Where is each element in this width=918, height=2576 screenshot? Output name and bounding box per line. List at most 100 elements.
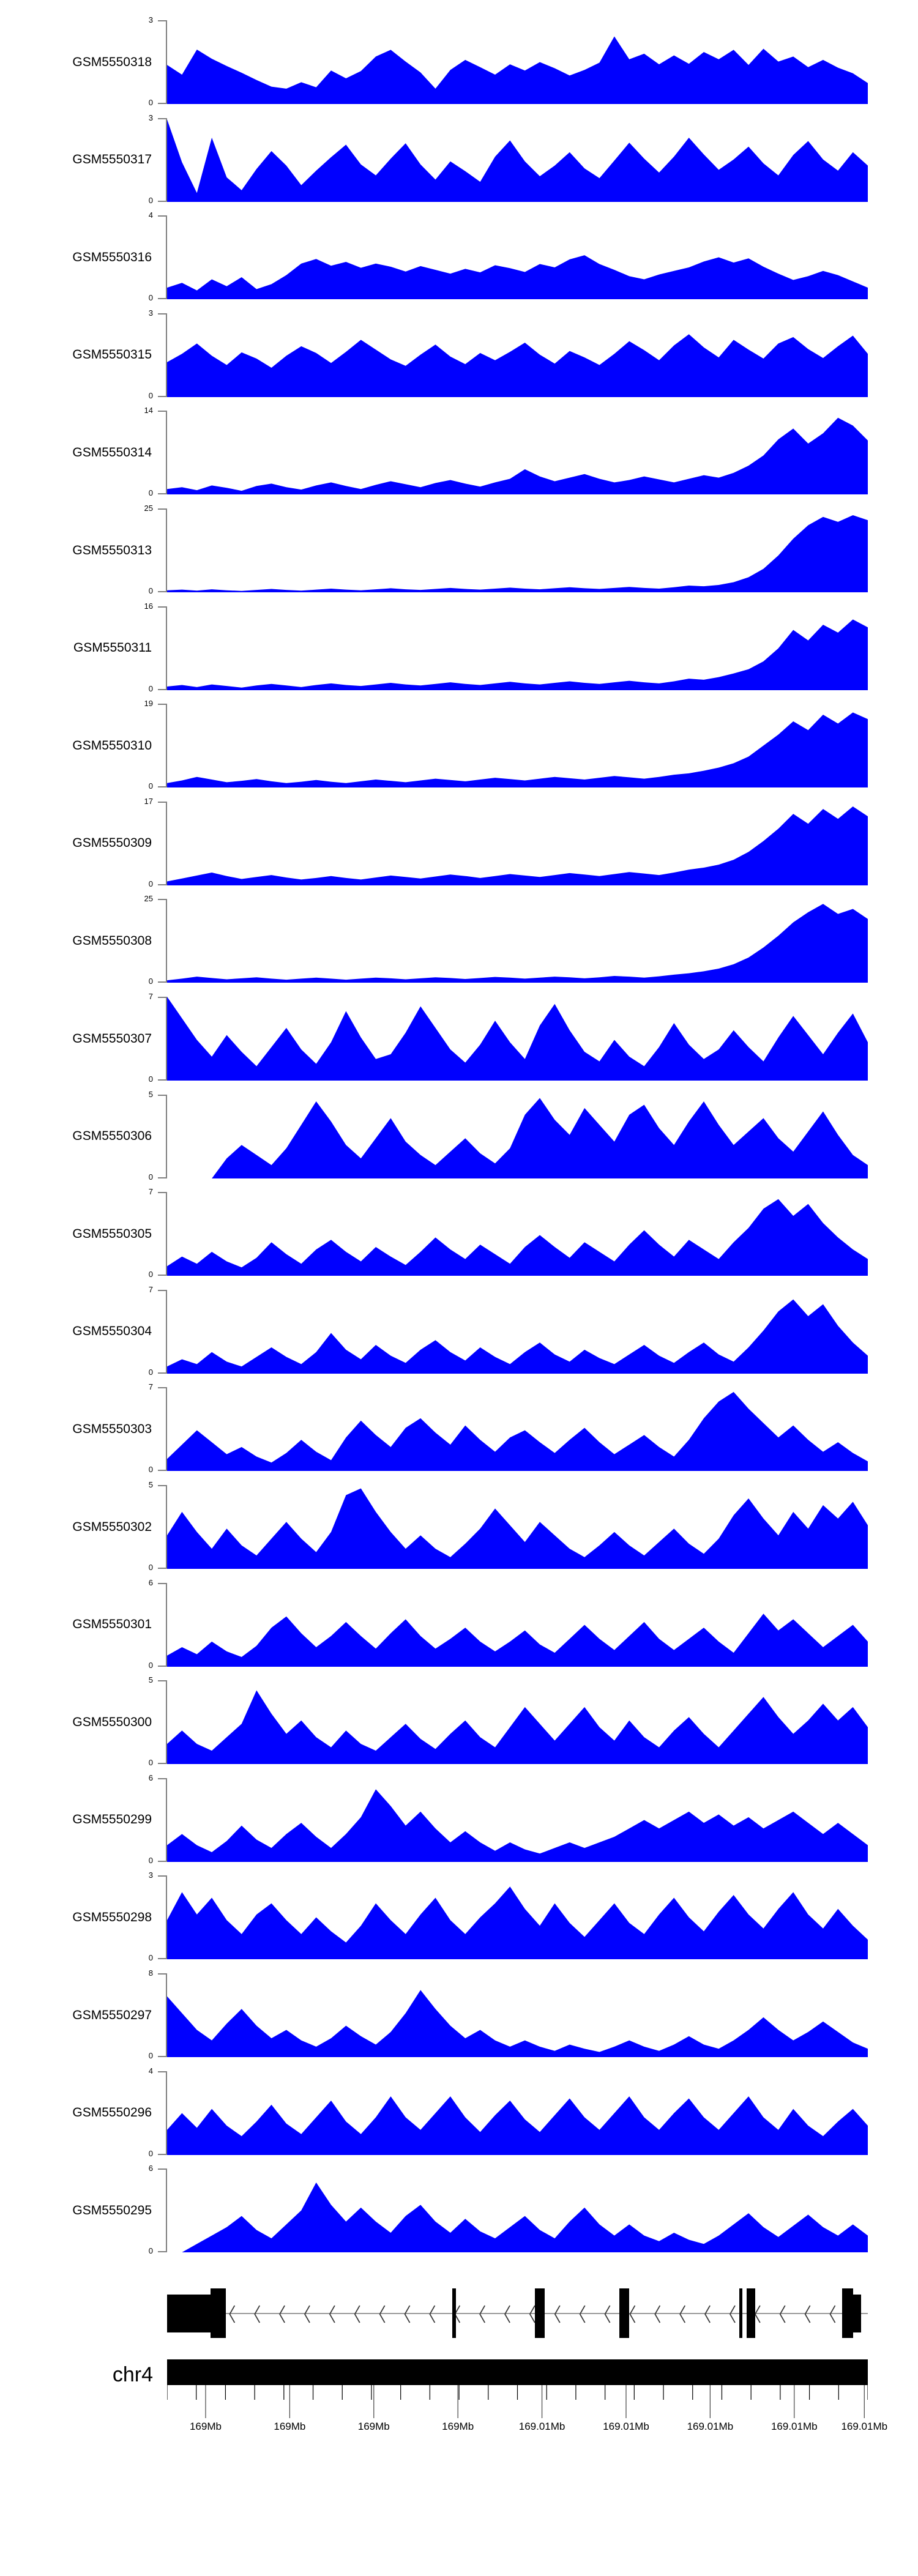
y-axis-tick-max [158,1485,166,1486]
coverage-track: GSM5550317 3 0 [0,114,918,216]
y-axis-max-label: 8 [148,1968,153,1978]
coverage-track: GSM5550299 6 0 [0,1774,918,1876]
y-axis-line [166,313,167,397]
track-sample-label: GSM5550304 [72,1324,152,1339]
y-axis-max-label: 5 [148,1675,153,1685]
y-axis-tick-max [158,1289,166,1291]
y-axis-tick-min [158,1763,166,1765]
track-y-axis: 16 0 [0,602,184,704]
chromosome-tick-label: 169.01Mb [771,2420,818,2432]
y-axis-tick-min [158,2251,166,2253]
y-axis-max-label: 7 [148,1284,153,1294]
y-axis-line [166,215,167,300]
y-axis-tick-min [158,103,166,104]
y-axis-line [166,1387,167,1472]
coverage-track: GSM5550308 25 0 [0,895,918,997]
chromosome-axis-track: chr4 169Mb 169Mb 169Mb 169Mb 169.01Mb 169.01Mb… [0,2353,918,2457]
y-axis-line [166,1778,167,1862]
y-axis-min-label: 0 [148,1953,153,1963]
track-y-axis: 25 0 [0,895,184,997]
coverage-track: GSM5550303 7 0 [0,1383,918,1485]
y-axis-tick-max [158,20,166,21]
y-axis-min-label: 0 [148,586,153,595]
y-axis-tick-min [158,298,166,300]
y-axis-tick-min [158,395,166,397]
coverage-track: GSM5550296 4 0 [0,2067,918,2169]
gene-model-track [0,2281,918,2348]
y-axis-min-label: 0 [148,98,153,107]
coverage-track: GSM5550307 7 0 [0,992,918,1095]
coverage-track: GSM5550313 25 0 [0,504,918,606]
track-sample-label: GSM5550303 [72,1421,152,1436]
coverage-track: GSM5550315 3 0 [0,309,918,411]
track-sample-label: GSM5550315 [72,348,152,362]
y-axis-max-label: 4 [148,2066,153,2075]
coverage-plot [167,1680,868,1765]
chromosome-bar [167,2359,868,2385]
track-sample-label: GSM5550311 [73,641,152,655]
y-axis-line [166,508,167,592]
y-axis-line [166,1485,167,1569]
gene-exon [842,2288,853,2339]
coverage-plot [167,1290,868,1374]
track-y-axis: 14 0 [0,406,184,508]
y-axis-tick-max [158,1582,166,1584]
y-axis-max-label: 17 [144,796,153,806]
coverage-plot [167,20,868,104]
y-axis-line [166,1094,167,1178]
coverage-plot [167,1192,868,1276]
y-axis-max-label: 3 [148,15,153,24]
y-axis-tick-max [158,801,166,803]
gene-exon [535,2288,545,2339]
y-axis-min-label: 0 [148,977,153,986]
coverage-track: GSM5550318 3 0 [0,16,918,118]
y-axis-max-label: 7 [148,992,153,1001]
y-axis-min-label: 0 [148,293,153,303]
y-axis-max-label: 6 [148,2164,153,2173]
y-axis-line [166,704,167,788]
y-axis-tick-max [158,899,166,901]
y-axis-min-label: 0 [148,1172,153,1182]
y-axis-tick-min [158,493,166,495]
coverage-track: GSM5550295 6 0 [0,2164,918,2266]
chromosome-tick-label: 169.01Mb [518,2420,565,2432]
y-axis-max-label: 14 [144,406,153,415]
track-sample-label: GSM5550308 [72,933,152,948]
coverage-track: GSM5550305 7 0 [0,1188,918,1290]
y-axis-tick-max [158,1973,166,1975]
y-axis-tick-max [158,1680,166,1682]
y-axis-tick-min [158,1275,166,1276]
y-axis-min-label: 0 [148,1270,153,1279]
y-axis-max-label: 7 [148,1187,153,1197]
track-sample-label: GSM5550316 [72,250,152,264]
gene-exon [619,2288,629,2339]
track-sample-label: GSM5550309 [72,836,152,851]
y-axis-tick-min [158,981,166,983]
track-sample-label: GSM5550313 [72,543,152,557]
track-sample-label: GSM5550300 [72,1714,152,1729]
y-axis-max-label: 25 [144,504,153,513]
track-sample-label: GSM5550297 [72,2008,152,2022]
y-axis-tick-min [158,1665,166,1667]
y-axis-tick-max [158,2071,166,2072]
track-sample-label: GSM5550299 [72,1812,152,1827]
coverage-plot [167,1875,868,1960]
y-axis-min-label: 0 [148,1855,153,1865]
coverage-plot [167,997,868,1081]
y-axis-min-label: 0 [148,1563,153,1572]
y-axis-line [166,1680,167,1765]
chromosome-tick-label: 169Mb [189,2420,222,2432]
y-axis-min-label: 0 [148,1465,153,1475]
coverage-track: GSM5550297 8 0 [0,1969,918,2071]
chromosome-tick-label: 169Mb [274,2420,306,2432]
y-axis-line [166,411,167,495]
y-axis-min-label: 0 [148,1660,153,1670]
y-axis-tick-min [158,2153,166,2155]
y-axis-max-label: 3 [148,113,153,122]
coverage-plot [167,704,868,788]
